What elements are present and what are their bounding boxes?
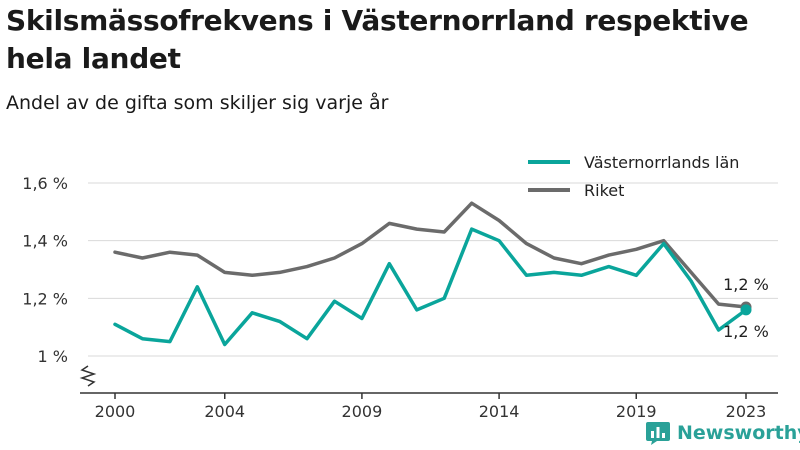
y-tick-label: 1,2 % xyxy=(22,289,68,308)
legend-label-riket: Riket xyxy=(584,181,624,200)
newsworthy-chart-icon xyxy=(646,422,670,445)
legend-label-vasternorrland: Västernorrlands län xyxy=(584,153,739,172)
chart-subtitle: Andel av de gifta som skiljer sig varje … xyxy=(6,92,389,114)
brand-name: Newsworthy xyxy=(677,422,800,444)
x-tick-label: 2004 xyxy=(204,402,245,421)
x-tick-label: 2023 xyxy=(726,402,767,421)
series-line-riket xyxy=(113,201,748,309)
y-tick-label: 1,6 % xyxy=(22,174,68,193)
end-point-vasternorrland xyxy=(740,304,752,316)
x-tick-label: 2000 xyxy=(95,402,136,421)
y-tick-label: 1,4 % xyxy=(22,232,68,251)
chart-title: Skilsmässofrekvens i Västernorrland resp… xyxy=(6,4,749,75)
x-tick-label: 2019 xyxy=(616,402,657,421)
x-tick-label: 2009 xyxy=(342,402,383,421)
end-label-riket: 1,2 % xyxy=(723,275,769,294)
series-line-vasternorrland xyxy=(113,227,748,347)
axis-break-icon xyxy=(79,365,97,387)
end-label-vasternorrland: 1,2 % xyxy=(723,322,769,341)
x-tick-label: 2014 xyxy=(479,402,520,421)
y-tick-label: 1 % xyxy=(38,347,68,366)
newsworthy-logo: Newsworthy xyxy=(645,420,800,446)
